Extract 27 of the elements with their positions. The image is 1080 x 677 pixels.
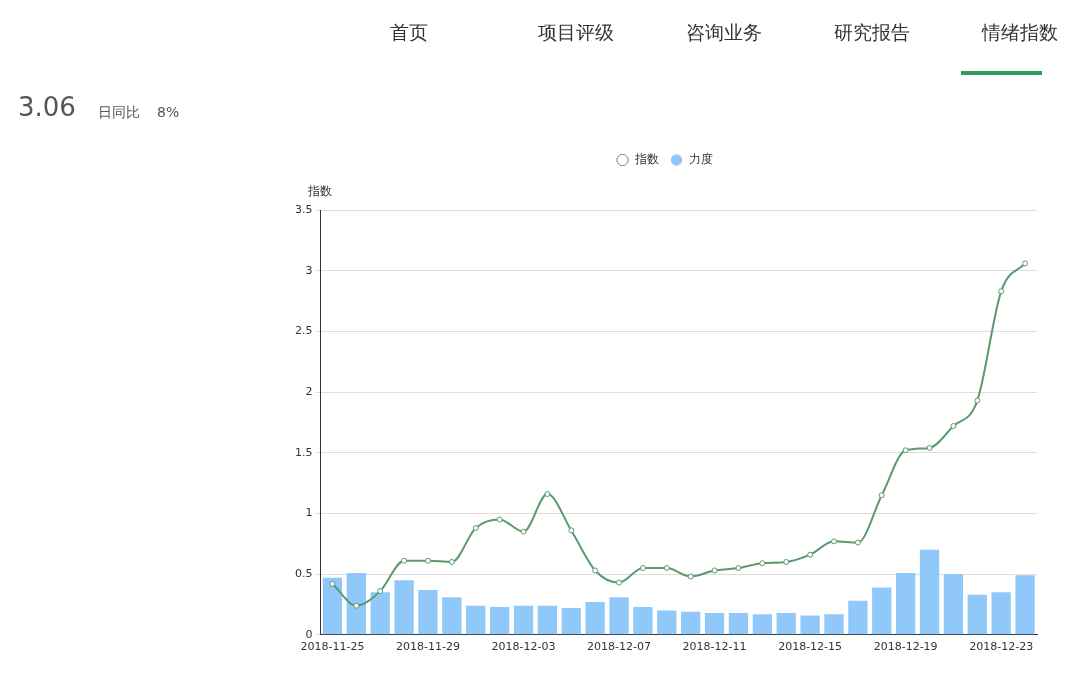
y-tick-label: 3 — [305, 263, 313, 277]
text: 8% — [157, 104, 180, 120]
y-axis-title: 指数 — [307, 184, 333, 199]
x-tick-label: 2018-12-23 — [969, 640, 1034, 654]
text: 3.06 — [18, 92, 76, 122]
text: 咨询业务 — [686, 20, 762, 45]
x-tick-label: 2018-12-11 — [682, 640, 747, 654]
text: 项目评级 — [538, 20, 614, 45]
x-tick-label: 2018-12-03 — [491, 640, 556, 654]
text: 日同比 — [98, 104, 140, 122]
y-tick-label: 0.5 — [294, 566, 313, 580]
x-tick-label: 2018-12-15 — [778, 640, 843, 654]
y-tick-label: 2.5 — [294, 324, 313, 338]
legend-label: 力度 — [688, 152, 713, 167]
x-tick-label: 2018-12-07 — [587, 640, 652, 654]
text: 研究报告 — [834, 20, 910, 45]
legend-label: 指数 — [633, 152, 659, 167]
text: 情绪指数 — [982, 20, 1058, 45]
x-tick-label: 2018-11-25 — [300, 640, 365, 654]
x-tick-label: 2018-12-19 — [873, 640, 938, 654]
text: 首页 — [390, 20, 428, 45]
y-tick-label: 3.5 — [294, 202, 313, 216]
y-tick-label: 1 — [305, 506, 313, 520]
y-tick-label: 2 — [305, 384, 313, 398]
y-tick-label: 0 — [305, 627, 313, 641]
x-tick-label: 2018-11-29 — [396, 640, 460, 654]
y-tick-label: 1.5 — [294, 445, 313, 459]
